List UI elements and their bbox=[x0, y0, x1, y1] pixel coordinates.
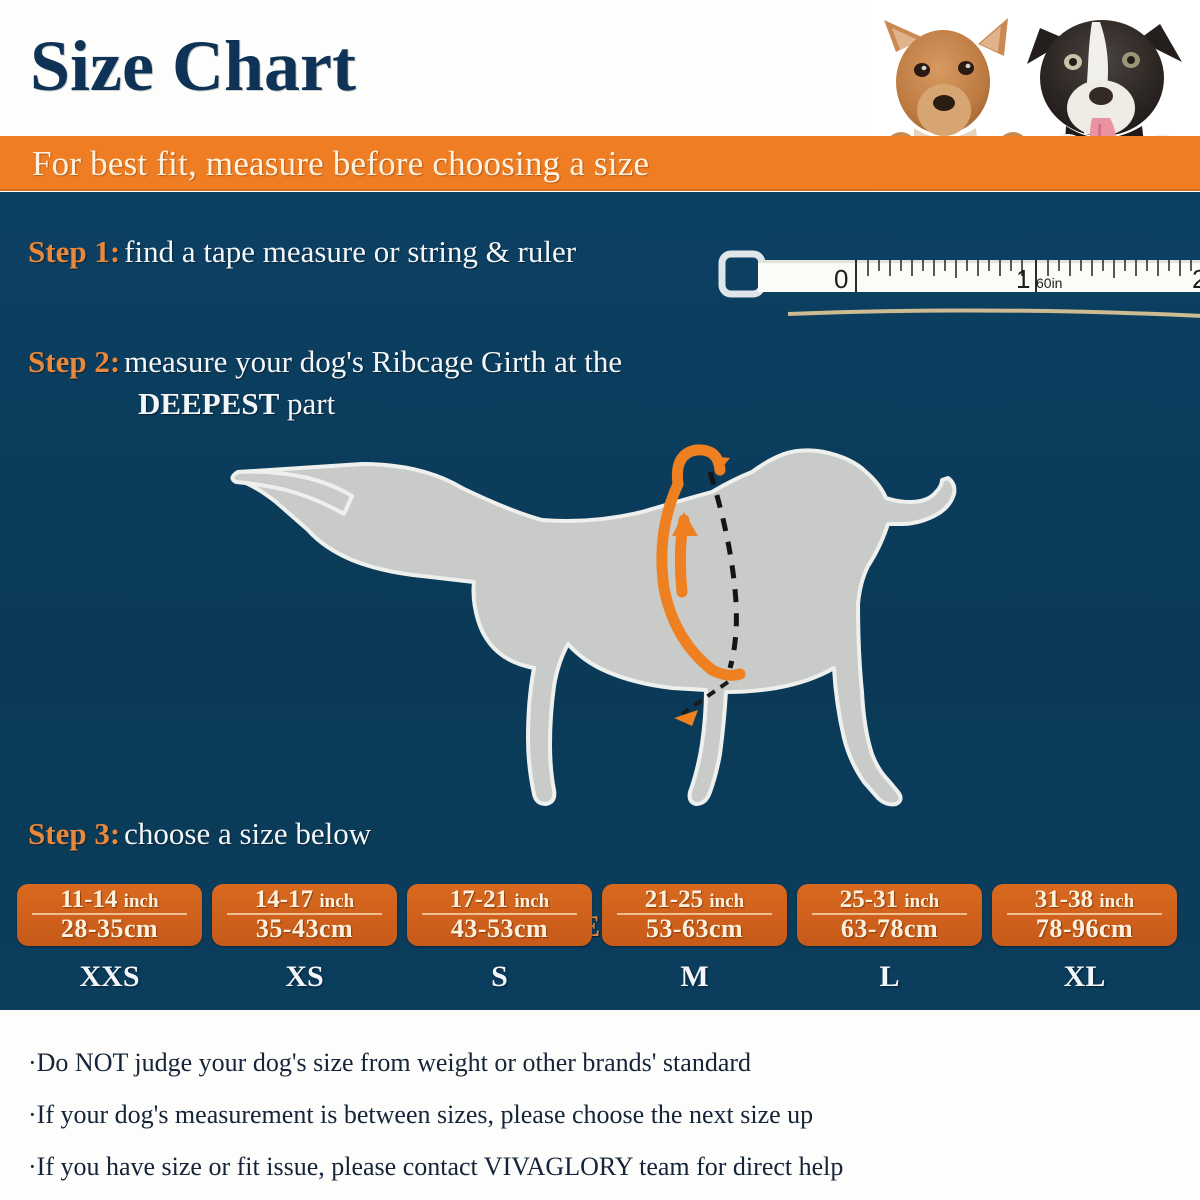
step-2-label: Step 2: bbox=[28, 344, 121, 379]
size-cell-s[interactable]: 17-21 inch 43-53cm S bbox=[407, 884, 592, 994]
subtitle-banner: For best fit, measure before choosing a … bbox=[0, 136, 1200, 191]
instructions-panel: Step 1: find a tape measure or string & … bbox=[0, 192, 1200, 1010]
size-row: 11-14 inch 28-35cm XXS 14-17 inch 35-43c… bbox=[0, 884, 1200, 1010]
size-box-s[interactable]: 17-21 inch 43-53cm bbox=[407, 884, 592, 946]
size-inch-xxs: 11-14 inch bbox=[60, 885, 159, 913]
size-box-xxs[interactable]: 11-14 inch 28-35cm bbox=[17, 884, 202, 946]
step-1-text: find a tape measure or string & ruler bbox=[124, 234, 577, 269]
girth-arrow-path bbox=[656, 478, 746, 681]
header: Size Chart bbox=[0, 0, 1200, 192]
tape-hook-icon bbox=[718, 250, 766, 298]
dog-tail bbox=[230, 469, 354, 516]
size-divider bbox=[1006, 913, 1163, 916]
deepest-pointer-arrowhead bbox=[674, 710, 698, 726]
size-cm-xs: 35-43cm bbox=[255, 914, 354, 944]
size-inch-l: 25-31 inch bbox=[839, 885, 940, 913]
size-box-xl[interactable]: 31-38 inch 78-96cm bbox=[992, 884, 1177, 946]
size-box-m[interactable]: 21-25 inch 53-63cm bbox=[602, 884, 787, 946]
step-3-label: Step 3: bbox=[28, 816, 121, 851]
dog-silhouette-svg bbox=[230, 444, 957, 807]
size-box-l[interactable]: 25-31 inch 63-78cm bbox=[797, 884, 982, 946]
size-box-xs[interactable]: 14-17 inch 35-43cm bbox=[212, 884, 397, 946]
size-label-xxs: XXS bbox=[79, 960, 140, 993]
note-item: ·If your dog's measurement is between si… bbox=[28, 1100, 814, 1129]
step-2-emphasis: DEEPEST bbox=[138, 386, 280, 421]
note-item: ·Do NOT judge your dog's size from weigh… bbox=[28, 1048, 752, 1077]
note-item: ·If you have size or fit issue, please c… bbox=[28, 1152, 844, 1181]
size-inch-xl: 31-38 inch bbox=[1034, 885, 1135, 913]
tape-tick-2: 2 bbox=[1192, 264, 1200, 294]
size-cm-s: 43-53cm bbox=[450, 914, 549, 944]
size-cell-xs[interactable]: 14-17 inch 35-43cm XS bbox=[212, 884, 397, 994]
step-2-text: measure your dog's Ribcage Girth at the bbox=[124, 344, 623, 379]
tape-unit-label: 60in bbox=[1036, 275, 1062, 291]
size-inch-xs: 14-17 inch bbox=[254, 885, 355, 913]
size-divider bbox=[421, 913, 578, 916]
dog-silhouette-diagram bbox=[212, 352, 972, 832]
size-inch-s: 17-21 inch bbox=[449, 885, 550, 913]
step-2-text-rest: part bbox=[279, 386, 336, 421]
page-title: Size Chart bbox=[30, 26, 356, 106]
girth-dashed-line bbox=[707, 471, 739, 669]
size-label-xl: XL bbox=[1063, 960, 1106, 993]
size-label-s: S bbox=[491, 960, 508, 993]
size-label-m: M bbox=[680, 960, 709, 993]
size-divider bbox=[616, 913, 773, 916]
tape-measure-illustration: 0 1 60in 2 bbox=[716, 244, 1200, 334]
tape-tick-0: 0 bbox=[834, 264, 848, 294]
step-1: Step 1: find a tape measure or string & … bbox=[28, 234, 576, 270]
size-cell-l[interactable]: 25-31 inch 63-78cm L bbox=[797, 884, 982, 994]
size-divider bbox=[811, 913, 968, 916]
size-cm-xxs: 28-35cm bbox=[60, 914, 159, 944]
step-3: Step 3: choose a size below bbox=[28, 816, 371, 852]
string-illustration bbox=[787, 308, 1200, 318]
tape-tick-1: 1 bbox=[1016, 264, 1030, 294]
banner-text: For best fit, measure before choosing a … bbox=[32, 143, 650, 183]
tape-measure-svg: 0 1 60in 2 bbox=[718, 250, 1200, 318]
size-inch-m: 21-25 inch bbox=[644, 885, 745, 913]
girth-arrow-head-up bbox=[672, 512, 698, 536]
size-label-l: L bbox=[879, 960, 900, 993]
size-divider bbox=[226, 913, 383, 916]
size-cell-xxs[interactable]: 11-14 inch 28-35cm XXS bbox=[17, 884, 202, 994]
size-divider bbox=[31, 913, 188, 916]
footer-notes: ·Do NOT judge your dog's size from weigh… bbox=[0, 1010, 1200, 1200]
size-cell-xl[interactable]: 31-38 inch 78-96cm XL bbox=[992, 884, 1177, 994]
step-2-text-line2: DEEPEST part bbox=[138, 386, 622, 422]
size-cm-xl: 78-96cm bbox=[1035, 914, 1134, 944]
step-1-label: Step 1: bbox=[28, 234, 121, 269]
dog-body-shape bbox=[232, 448, 957, 807]
size-label-xs: XS bbox=[285, 960, 324, 993]
step-3-text: choose a size below bbox=[124, 816, 372, 851]
size-cm-m: 53-63cm bbox=[645, 914, 744, 944]
size-cm-l: 63-78cm bbox=[840, 914, 939, 944]
girth-arrow-head-top bbox=[710, 456, 730, 470]
size-cell-m[interactable]: 21-25 inch 53-63cm M bbox=[602, 884, 787, 994]
step-2: Step 2: measure your dog's Ribcage Girth… bbox=[28, 344, 622, 422]
